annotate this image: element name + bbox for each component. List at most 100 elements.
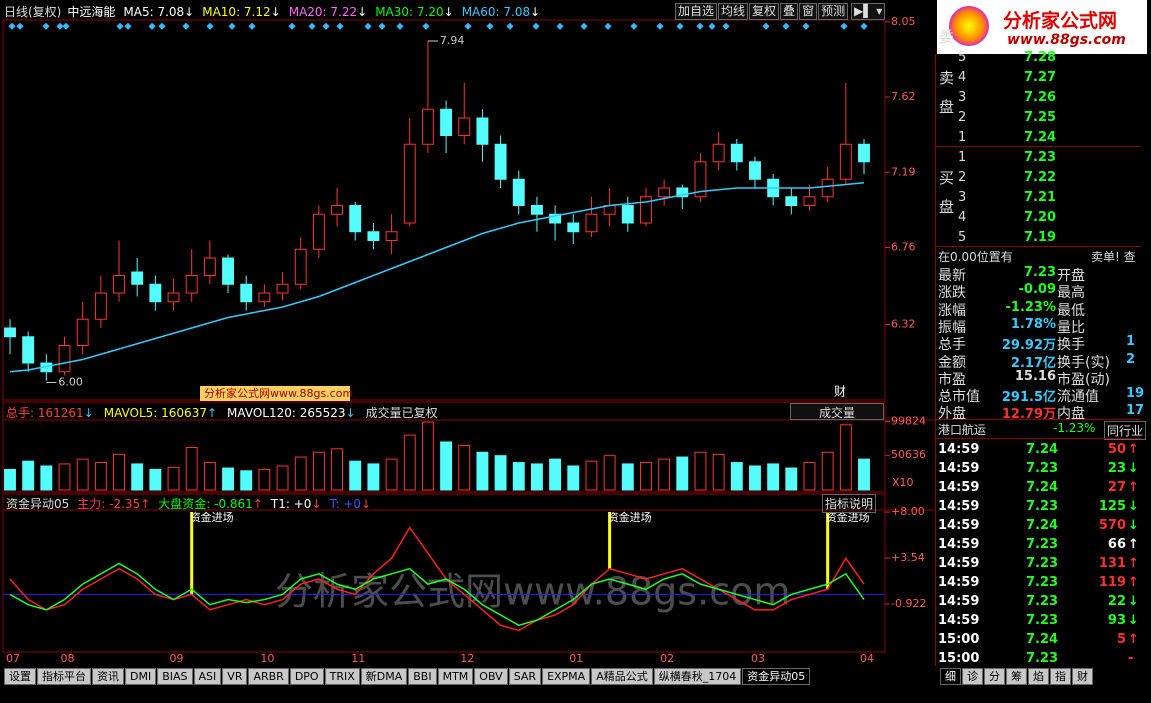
divider [936,146,1141,147]
low-label: 6.00 [58,376,82,389]
tab[interactable]: 资金异动05 [742,668,811,685]
tab[interactable]: DPO [289,668,324,685]
tab[interactable]: BBI [408,668,437,685]
tool-button[interactable]: 加自选 [675,3,718,20]
trade-volume: 125 [1098,499,1126,514]
signal-diamond [782,22,790,30]
tab[interactable]: 纵横春秋_1704 [653,668,742,685]
signal-diamond [148,22,156,30]
tab[interactable]: 焰 [1028,668,1049,685]
quote-value: 15.16 [1014,368,1056,384]
tab[interactable]: 设置 [4,668,36,685]
ma-arrow: ↓ [184,5,195,19]
candle-body [585,213,598,233]
tab[interactable]: ARBR [248,668,289,685]
quote-value: -0.09 [1018,282,1056,298]
volume-bar [276,465,289,491]
signal-diamond [308,22,316,30]
tab[interactable]: EXPMA [542,668,591,685]
candle-body [694,161,707,198]
tool-button[interactable]: 预测 [818,3,849,20]
volume-bar [131,463,144,491]
book-level: 2 [958,170,967,185]
stat-arrow: ↓ [83,406,94,420]
tab[interactable]: BIAS [157,668,193,685]
side-tab-bar: 细诊分筹焰指财 [940,668,1094,685]
tab[interactable]: MTM [437,668,474,685]
tab[interactable]: ASI [193,668,222,685]
tab[interactable]: DMI [125,668,157,685]
tab[interactable]: 财 [1072,668,1093,685]
volume-bar [40,465,53,491]
quote-label: 外盘 [938,406,966,423]
volume-bar [785,467,798,491]
candle-body [240,283,253,303]
logo-flower [949,6,989,46]
volume-bar [694,451,707,491]
book-price: 7.22 [1024,170,1057,185]
sector-link[interactable]: 同行业 [1104,421,1147,440]
y-tick-label: 6.32 [891,318,916,331]
signal-diamond [62,22,70,30]
tab[interactable]: 细 [940,668,961,685]
quote-label: 涨幅 [938,302,966,319]
tab[interactable]: 新DMA [360,668,408,685]
quote-panel: 委卖盘 买盘 5 7.28 4 7.27 3 7.26 2 7.25 1 7.24 1 7.23 2 7.22… [935,28,1147,666]
candle-body [331,205,344,215]
tab[interactable]: 诊 [962,668,983,685]
quote-value: 7.23 [1023,265,1056,280]
trade-price: 7.24 [1026,480,1059,495]
indicator-selector[interactable]: 成交量 [790,403,884,420]
volume-bar [512,462,525,491]
volume-bar [240,470,253,491]
signal-diamond [840,22,848,30]
nav-button[interactable]: ▶▌ ▾ [851,3,886,20]
trade-volume: 66 [1107,537,1126,552]
candle-body [349,205,362,233]
volume-bar [640,462,652,491]
watermark: 分析家公式网www.88gs.com [275,570,790,614]
trade-arrow: ↓ [1128,499,1139,514]
candle-body [858,143,870,163]
tool-button[interactable]: 复权 [749,3,780,20]
tab[interactable]: SAR [508,668,542,685]
tab[interactable]: 筹 [1006,668,1027,685]
volume-bar [458,444,471,491]
tab[interactable]: 分 [984,668,1005,685]
tool-button[interactable]: 窗 [799,3,818,20]
x-tick-label: 01 [569,652,583,665]
trade-time: 14:59 [938,613,980,628]
quote-label: 总手 [938,337,966,354]
book-level: 4 [958,210,967,225]
tab[interactable]: A精品公式 [591,668,653,685]
tool-button[interactable]: 均线 [718,3,749,20]
signal-label: 资金进场 [826,510,870,524]
signal-diamond [396,22,404,30]
help-button[interactable]: 指标说明 [822,494,877,513]
volume-bar [440,441,453,491]
tab[interactable]: 资讯 [92,668,124,685]
volume-bar [185,446,198,491]
volume-stat: MAVOL120: 265523 [227,406,346,420]
tab[interactable]: 指标平台 [37,668,91,685]
signal-diamond [580,22,588,30]
tab[interactable]: OBV [474,668,508,685]
signal-diamond [532,22,540,30]
volume-bar [730,462,743,491]
quote-label: 内盘 [1057,406,1085,423]
candle-body [258,292,271,303]
logo: 分析家公式网 www.88gs.com [937,0,1147,54]
candle-body [476,117,489,145]
tool-button[interactable]: 叠 [780,3,799,20]
tab[interactable]: TRIX [324,668,360,685]
toolbar: 加自选 均线 复权叠窗预测 [674,3,849,20]
quote-label: 总市值 [938,389,980,406]
candle-body [113,275,125,294]
candle-body [621,205,634,224]
tab[interactable]: 指 [1050,668,1071,685]
sector-name: 港口航运 [938,423,987,437]
tab[interactable]: VR [222,668,248,685]
quote-value: 12.79万 [1001,407,1056,423]
candle-body [640,196,652,224]
x-tick-label: 11 [351,652,365,665]
